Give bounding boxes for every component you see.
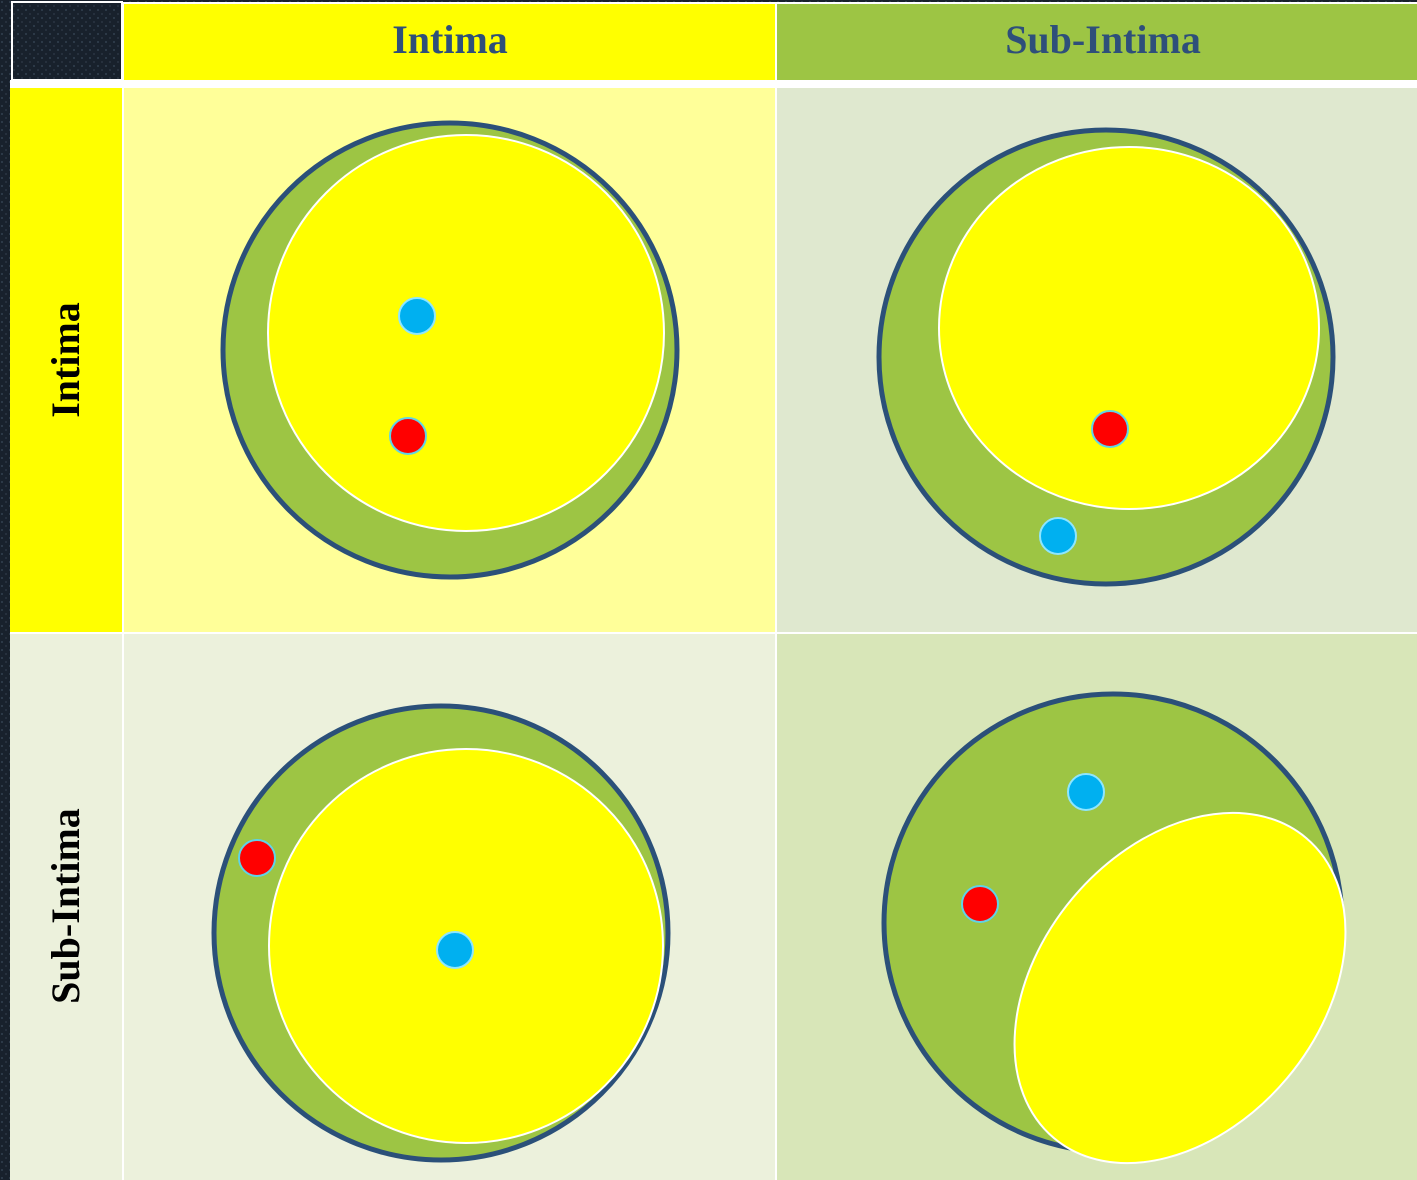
corner-cell (12, 2, 122, 80)
vessel-diagram (879, 130, 1333, 584)
vessel-diagram (223, 123, 677, 577)
row-header: Sub-Intima (43, 808, 88, 1004)
page: Intima Sub-Intima Intima Sub-Intima (() … (0, 0, 1417, 1180)
column-header: Sub-Intima (1005, 17, 1201, 62)
row-header: Intima (43, 302, 88, 418)
column-header: Intima (392, 17, 508, 62)
vessel-diagram (214, 706, 668, 1160)
matrix-diagram: Intima Sub-Intima Intima Sub-Intima (0, 0, 1417, 1180)
